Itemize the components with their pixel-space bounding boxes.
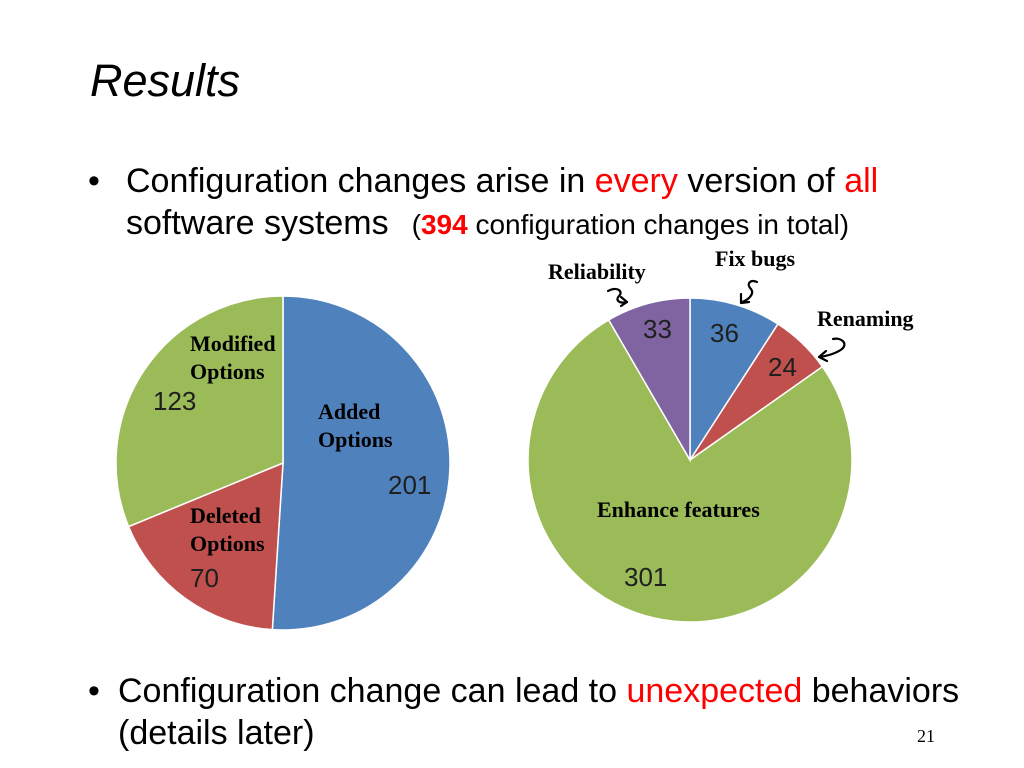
pie-slice-fix-bugs xyxy=(689,297,780,463)
pie-slice-modified-options xyxy=(115,295,284,528)
pie-slice-added-options xyxy=(271,295,451,631)
bullet-1-line-1: Configuration changes arise in every ver… xyxy=(126,160,878,202)
value-fix-bugs: 36 xyxy=(710,318,739,348)
bullet-2-emphasis-unexpected: unexpected xyxy=(626,672,803,710)
label-modified-options: Modified Options xyxy=(190,331,276,384)
bullet-2-text: Configuration change can lead to xyxy=(118,672,627,710)
value-enhance-features: 301 xyxy=(624,562,668,592)
renaming-curly-arrow-icon xyxy=(817,337,846,363)
value-modified-options: 123 xyxy=(153,386,197,416)
value-reliability: 33 xyxy=(643,314,672,344)
total-changes-text: configuration changes in total) xyxy=(467,209,850,240)
value-added-options: 201 xyxy=(388,470,432,500)
pie-slice-enhance-features xyxy=(527,318,853,623)
label-renaming: Renaming xyxy=(817,306,914,331)
label-reliability: Reliability xyxy=(548,259,646,284)
bullet-1-text: version of xyxy=(677,162,845,200)
bullet-1-emphasis-all: all xyxy=(844,162,879,200)
bullet-1-line-2: software systems (394 configuration chang… xyxy=(126,202,849,244)
bullet-2-line-1: Configuration change can lead to unexpec… xyxy=(118,670,959,712)
bullet-1-text: software systems xyxy=(126,204,389,242)
label-added-options: Added Options xyxy=(318,399,393,452)
total-paren-open: ( xyxy=(411,209,421,240)
pie-chart-right xyxy=(527,297,853,623)
reliability-curly-arrow-icon xyxy=(606,287,629,308)
bullet-marker: • xyxy=(88,672,100,710)
fix-bugs-curly-arrow-icon xyxy=(739,280,759,305)
label-fix-bugs: Fix bugs xyxy=(715,246,796,271)
pie-chart-left xyxy=(115,295,451,631)
value-renaming: 24 xyxy=(768,352,797,382)
page-number: 21 xyxy=(917,726,935,746)
slide-title: Results xyxy=(90,55,241,106)
pie-slice-deleted-options xyxy=(127,461,284,631)
bullet-1-text: Configuration changes arise in xyxy=(126,162,595,200)
value-deleted-options: 70 xyxy=(190,563,219,593)
pie-slice-reliability xyxy=(607,297,691,463)
label-enhance-features: Enhance features xyxy=(597,497,760,522)
bullet-marker: • xyxy=(88,162,100,200)
total-changes-count: 394 xyxy=(420,209,468,240)
label-deleted-options: Deleted Options xyxy=(190,503,265,556)
bullet-2-text: behaviors xyxy=(802,672,960,710)
bullet-1-emphasis-every: every xyxy=(594,162,678,200)
bullet-2-line-2: (details later) xyxy=(118,714,315,752)
